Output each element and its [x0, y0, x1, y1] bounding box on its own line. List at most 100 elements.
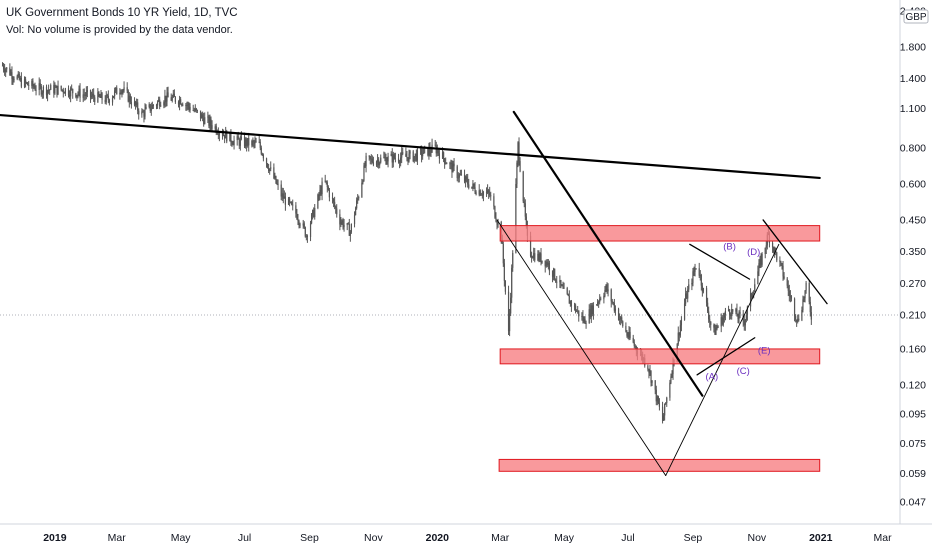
- candle-body: [121, 90, 123, 93]
- candle: [569, 300, 571, 307]
- candle: [98, 91, 100, 98]
- price-tick-label: 0.600: [900, 179, 926, 191]
- candle: [808, 280, 810, 305]
- candle-body: [40, 86, 42, 95]
- candle-body: [531, 256, 533, 258]
- candle-body: [691, 283, 693, 285]
- candle-body: [380, 157, 382, 163]
- candle-body: [661, 406, 664, 421]
- candle: [783, 272, 785, 280]
- candle: [5, 67, 7, 78]
- candle-body: [94, 97, 96, 103]
- candle: [343, 219, 345, 232]
- candle: [244, 137, 247, 149]
- candle: [611, 298, 613, 305]
- candle: [376, 154, 379, 168]
- candle-body: [273, 167, 275, 179]
- candle: [55, 84, 57, 88]
- candle: [92, 88, 94, 99]
- candle: [159, 96, 161, 110]
- candle-body: [809, 301, 811, 313]
- candle-body: [790, 296, 793, 299]
- candle-body: [764, 247, 766, 254]
- candle: [729, 308, 731, 320]
- candle-body: [378, 159, 380, 166]
- candle: [493, 193, 495, 210]
- candle: [409, 149, 411, 160]
- candle: [570, 299, 573, 312]
- candle-body: [2, 65, 5, 70]
- candle: [224, 134, 226, 144]
- candle: [451, 160, 453, 178]
- candle-body: [547, 262, 549, 266]
- candle-body: [275, 176, 277, 184]
- candle: [180, 96, 182, 105]
- candle-body: [204, 117, 206, 125]
- candle-body: [730, 314, 732, 317]
- candle-body: [240, 136, 242, 139]
- candle-body: [33, 86, 35, 88]
- candle-body: [629, 331, 631, 338]
- candle-body: [155, 105, 158, 107]
- candle: [486, 184, 489, 195]
- candle: [647, 364, 649, 372]
- candle-body: [309, 223, 312, 237]
- candle: [2, 62, 5, 73]
- candle-body: [702, 288, 705, 292]
- price-zone-2: [499, 348, 821, 365]
- candle-body: [650, 371, 652, 383]
- candle-body: [224, 134, 226, 139]
- candle: [701, 282, 703, 297]
- candle: [362, 179, 364, 185]
- candle-body: [577, 310, 579, 312]
- candle-body: [203, 117, 205, 125]
- candle-body: [225, 130, 227, 139]
- candle-body: [534, 253, 536, 261]
- candle-body: [437, 150, 439, 154]
- candle: [515, 178, 517, 254]
- candle: [261, 152, 263, 157]
- candle-body: [561, 285, 563, 287]
- candle-body: [238, 139, 240, 146]
- candle-body: [502, 244, 504, 264]
- candle: [270, 161, 272, 172]
- candle-body: [391, 153, 393, 163]
- candle: [397, 153, 400, 164]
- candle: [288, 196, 291, 207]
- candle-body: [757, 271, 759, 285]
- candle-body: [474, 187, 476, 193]
- wave-label: (A): [705, 372, 718, 383]
- candle-body: [522, 171, 524, 202]
- candle-body: [475, 192, 477, 195]
- candle-body: [53, 85, 55, 94]
- candle: [780, 260, 782, 267]
- candle: [523, 197, 525, 208]
- candle: [561, 284, 563, 287]
- candle-body: [559, 280, 561, 283]
- candle: [694, 263, 696, 277]
- candle-body: [6, 67, 8, 70]
- candle: [474, 182, 476, 195]
- candle: [317, 193, 319, 210]
- candle: [312, 209, 314, 220]
- candle: [128, 92, 130, 108]
- candle: [85, 86, 87, 100]
- candle: [540, 248, 542, 266]
- candle: [698, 262, 700, 279]
- candle-body: [575, 305, 577, 312]
- candle-body: [181, 104, 183, 106]
- candle: [9, 63, 11, 76]
- candle: [138, 108, 140, 120]
- candle: [295, 202, 297, 218]
- candle: [693, 266, 695, 276]
- candle-body: [566, 287, 568, 294]
- candle-body: [281, 193, 283, 197]
- candle-body: [670, 376, 672, 383]
- candle-body: [335, 206, 337, 209]
- candle-body: [236, 136, 238, 141]
- candle-body: [60, 85, 62, 90]
- candle-body: [798, 318, 800, 321]
- candle: [803, 296, 805, 303]
- candle-body: [284, 196, 286, 205]
